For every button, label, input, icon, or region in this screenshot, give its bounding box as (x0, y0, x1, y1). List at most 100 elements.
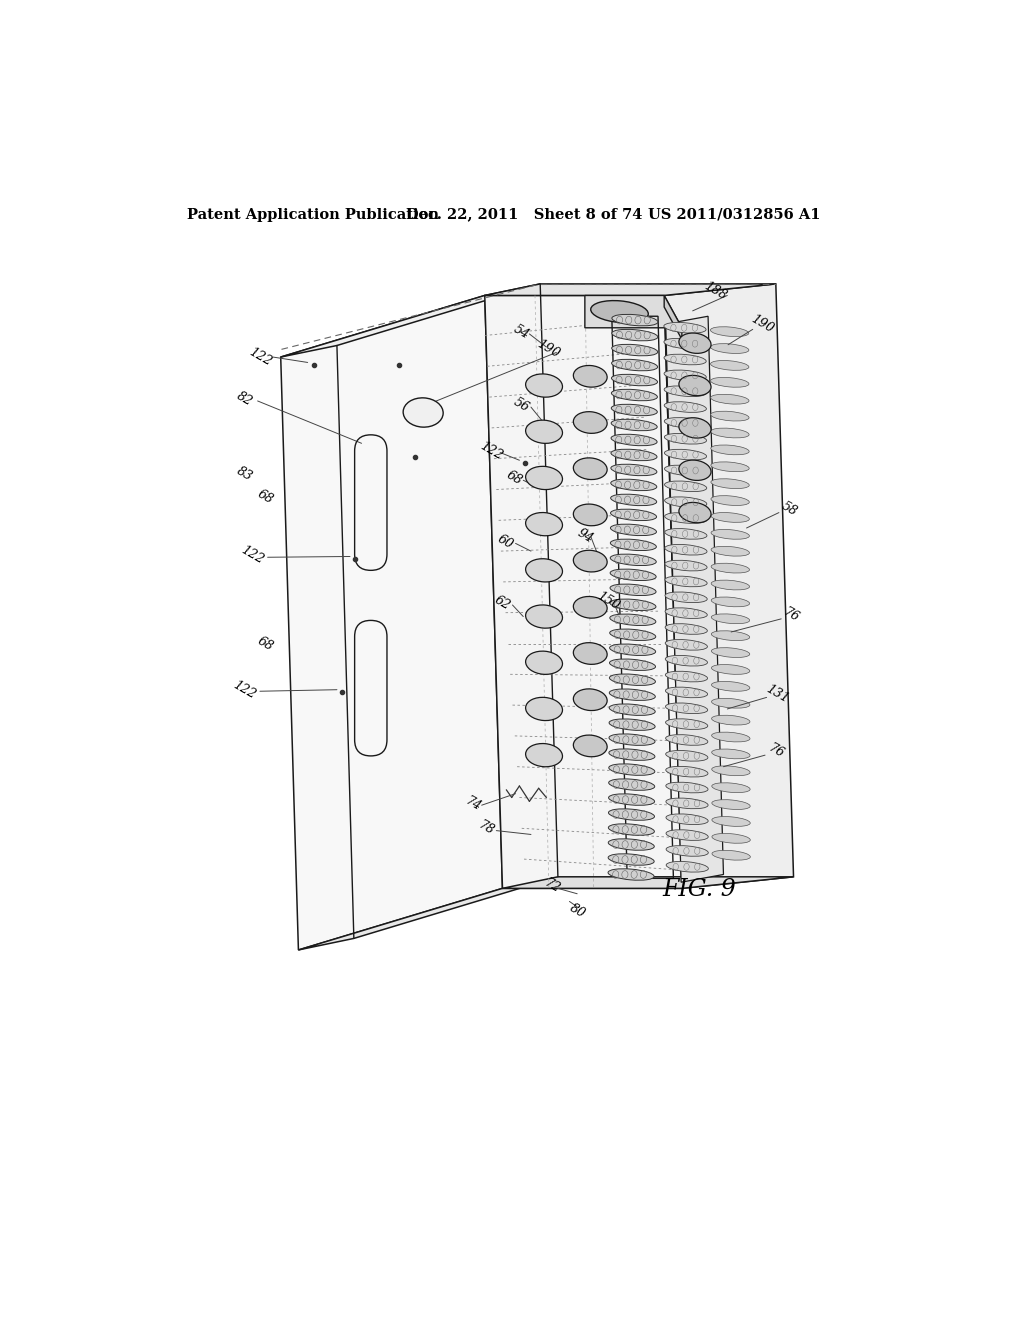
Ellipse shape (665, 576, 708, 587)
Ellipse shape (611, 359, 657, 371)
Ellipse shape (712, 664, 750, 675)
Text: 76: 76 (766, 742, 786, 760)
Ellipse shape (608, 779, 654, 791)
Ellipse shape (525, 420, 562, 444)
Ellipse shape (711, 395, 749, 404)
Ellipse shape (591, 301, 648, 322)
Polygon shape (665, 296, 682, 339)
Ellipse shape (609, 734, 655, 746)
Ellipse shape (666, 767, 708, 777)
Ellipse shape (665, 433, 707, 444)
Ellipse shape (712, 766, 751, 776)
Ellipse shape (666, 814, 709, 825)
Text: 68: 68 (255, 487, 275, 507)
Text: 122: 122 (230, 678, 258, 701)
Text: 76: 76 (781, 606, 802, 624)
Ellipse shape (608, 869, 654, 880)
Ellipse shape (610, 494, 656, 506)
Ellipse shape (712, 698, 750, 708)
Ellipse shape (666, 751, 708, 762)
Ellipse shape (666, 672, 708, 682)
Text: 54: 54 (512, 322, 531, 342)
Ellipse shape (611, 420, 657, 430)
Ellipse shape (664, 354, 707, 364)
Ellipse shape (665, 449, 707, 459)
Ellipse shape (711, 564, 750, 573)
Ellipse shape (609, 675, 655, 685)
Ellipse shape (679, 503, 711, 523)
Ellipse shape (609, 644, 655, 656)
Polygon shape (281, 296, 503, 950)
Ellipse shape (664, 322, 707, 333)
Text: 190: 190 (749, 313, 775, 335)
Text: 188: 188 (702, 280, 729, 302)
Ellipse shape (610, 479, 656, 491)
Ellipse shape (609, 748, 655, 760)
Ellipse shape (711, 479, 750, 488)
Text: 94: 94 (574, 527, 595, 545)
Ellipse shape (610, 583, 656, 595)
Ellipse shape (525, 512, 562, 536)
Text: FIG. 9: FIG. 9 (662, 878, 735, 902)
Text: 56: 56 (512, 395, 531, 414)
Ellipse shape (712, 748, 750, 759)
Ellipse shape (610, 614, 655, 626)
Ellipse shape (664, 338, 707, 348)
Ellipse shape (666, 830, 709, 841)
Polygon shape (484, 284, 776, 296)
Ellipse shape (679, 417, 711, 438)
Ellipse shape (611, 375, 657, 385)
Ellipse shape (666, 799, 709, 809)
Ellipse shape (665, 480, 707, 491)
Ellipse shape (666, 640, 708, 651)
Ellipse shape (712, 833, 751, 843)
Ellipse shape (665, 496, 707, 507)
Ellipse shape (525, 374, 562, 397)
Ellipse shape (711, 445, 750, 455)
Ellipse shape (665, 591, 708, 603)
Ellipse shape (610, 554, 656, 565)
Text: 131: 131 (764, 682, 791, 705)
Ellipse shape (711, 529, 750, 540)
Ellipse shape (573, 366, 607, 387)
Ellipse shape (610, 524, 656, 536)
Ellipse shape (712, 817, 751, 826)
Ellipse shape (665, 544, 707, 554)
Ellipse shape (667, 862, 709, 873)
Ellipse shape (609, 659, 655, 671)
Ellipse shape (712, 850, 751, 861)
Ellipse shape (573, 689, 607, 710)
Ellipse shape (525, 743, 562, 767)
Ellipse shape (711, 495, 750, 506)
Ellipse shape (665, 465, 707, 475)
Text: 68: 68 (255, 634, 275, 653)
Text: 122: 122 (477, 440, 505, 462)
Ellipse shape (573, 550, 607, 572)
Ellipse shape (609, 630, 655, 640)
Ellipse shape (611, 345, 657, 356)
Ellipse shape (665, 417, 707, 428)
Ellipse shape (679, 461, 711, 480)
Ellipse shape (610, 539, 656, 550)
Ellipse shape (611, 449, 657, 461)
Ellipse shape (665, 560, 708, 572)
Ellipse shape (711, 343, 749, 354)
Ellipse shape (712, 800, 751, 809)
Ellipse shape (573, 458, 607, 479)
Ellipse shape (608, 824, 654, 836)
Ellipse shape (666, 846, 709, 857)
Ellipse shape (679, 375, 711, 396)
Text: 68: 68 (504, 469, 524, 487)
Ellipse shape (609, 704, 655, 715)
Text: 74: 74 (463, 795, 483, 813)
Ellipse shape (711, 428, 750, 438)
Ellipse shape (611, 434, 657, 446)
Ellipse shape (712, 614, 750, 623)
Polygon shape (666, 317, 724, 882)
Ellipse shape (712, 597, 750, 607)
Ellipse shape (608, 809, 654, 820)
Ellipse shape (608, 793, 654, 805)
Ellipse shape (712, 631, 750, 640)
Text: US 2011/0312856 A1: US 2011/0312856 A1 (648, 207, 820, 222)
Ellipse shape (666, 783, 708, 793)
